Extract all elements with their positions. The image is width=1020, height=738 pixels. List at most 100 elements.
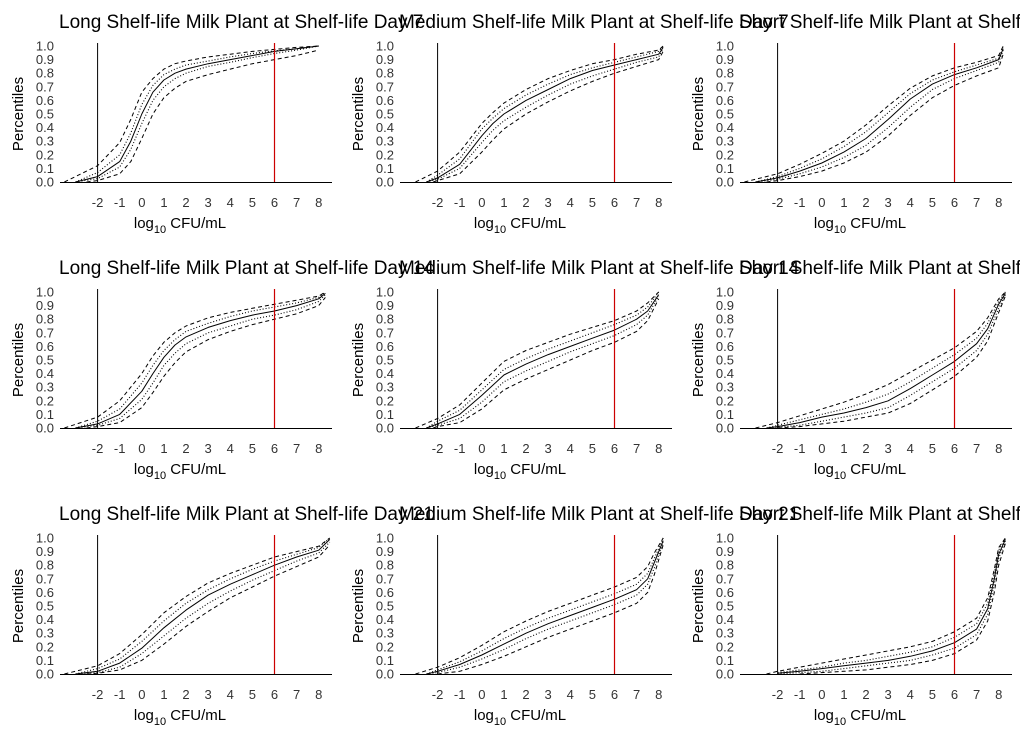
y-tick-label: 0.6 bbox=[716, 585, 734, 600]
y-tick-label: 0.6 bbox=[716, 339, 734, 354]
y-tick-label: 0.6 bbox=[376, 585, 394, 600]
series-dashed-5 bbox=[777, 295, 1006, 429]
x-tick-label: 4 bbox=[567, 687, 574, 702]
x-tick-label: 1 bbox=[840, 195, 847, 210]
y-tick-label: 0.7 bbox=[376, 79, 394, 94]
x-tick-label: 5 bbox=[249, 441, 256, 456]
series-dotted-2 bbox=[75, 291, 326, 429]
x-tick-label: -2 bbox=[772, 441, 784, 456]
x-tick-label: 8 bbox=[995, 195, 1002, 210]
x-tick-label: 8 bbox=[315, 687, 322, 702]
x-tick-label: 5 bbox=[929, 441, 936, 456]
y-tick-label: 0.7 bbox=[716, 325, 734, 340]
series-dashed-4 bbox=[766, 537, 1006, 675]
y-tick-label: 0.9 bbox=[716, 298, 734, 313]
y-tick-label: 0.8 bbox=[716, 312, 734, 327]
y-tick-label: 0.0 bbox=[36, 175, 54, 190]
y-tick-label: 1.0 bbox=[376, 39, 394, 54]
x-tick-label: 2 bbox=[522, 687, 529, 702]
x-tick-label: 4 bbox=[227, 687, 234, 702]
x-tick-label: 4 bbox=[907, 195, 914, 210]
series-dotted-3 bbox=[426, 295, 660, 429]
y-tick-label: 0.2 bbox=[376, 147, 394, 162]
y-axis-label: Percentiles bbox=[690, 77, 707, 151]
x-tick-label: 3 bbox=[885, 195, 892, 210]
x-tick-label: 2 bbox=[862, 687, 869, 702]
x-tick-label: 5 bbox=[249, 195, 256, 210]
y-tick-label: 1.0 bbox=[716, 285, 734, 300]
y-tick-label: 1.0 bbox=[36, 39, 54, 54]
y-tick-label: 0.5 bbox=[36, 353, 54, 368]
y-tick-label: 0.4 bbox=[36, 366, 54, 381]
panel-title: Short Shelf-life Milk Plant at Shelf-lif… bbox=[739, 258, 1020, 279]
panel-8: Medium Shelf-life Milk Plant at Shelf-li… bbox=[350, 504, 799, 728]
series-solid-1 bbox=[426, 294, 660, 429]
series-dotted-2 bbox=[755, 47, 1004, 183]
x-tick-label: 7 bbox=[293, 441, 300, 456]
y-tick-label: 0.3 bbox=[376, 380, 394, 395]
y-tick-label: 0.5 bbox=[716, 353, 734, 368]
series-dashed-5 bbox=[766, 54, 1004, 183]
x-tick-label: 6 bbox=[951, 195, 958, 210]
y-tick-label: 0.7 bbox=[36, 79, 54, 94]
x-tick-label: 6 bbox=[951, 687, 958, 702]
series-dotted-2 bbox=[777, 537, 1006, 674]
panel-title: Medium Shelf-life Milk Plant at Shelf-li… bbox=[399, 258, 800, 279]
x-tick-label: 5 bbox=[929, 195, 936, 210]
x-tick-label: 5 bbox=[249, 687, 256, 702]
y-tick-label: 0.4 bbox=[376, 120, 394, 135]
series-dashed-5 bbox=[799, 543, 1006, 675]
y-tick-label: 0.2 bbox=[716, 639, 734, 654]
y-tick-label: 0.0 bbox=[36, 667, 54, 682]
y-tick-label: 0.2 bbox=[376, 393, 394, 408]
series-dotted-2 bbox=[426, 291, 660, 429]
y-tick-label: 0.0 bbox=[376, 421, 394, 436]
series-solid-1 bbox=[75, 45, 319, 183]
x-tick-label: -1 bbox=[114, 441, 126, 456]
y-tick-label: 0.9 bbox=[36, 544, 54, 559]
x-tick-label: 6 bbox=[951, 441, 958, 456]
y-tick-label: 0.7 bbox=[716, 79, 734, 94]
y-tick-label: 0.9 bbox=[376, 298, 394, 313]
x-tick-label: 1 bbox=[160, 687, 167, 702]
y-tick-label: 0.0 bbox=[716, 421, 734, 436]
y-tick-label: 0.1 bbox=[36, 407, 54, 422]
x-tick-label: 2 bbox=[862, 195, 869, 210]
y-tick-label: 0.7 bbox=[716, 571, 734, 586]
panel-5: Medium Shelf-life Milk Plant at Shelf-li… bbox=[350, 258, 800, 482]
y-tick-label: 0.2 bbox=[36, 393, 54, 408]
series-dashed-5 bbox=[437, 544, 664, 675]
x-tick-label: 1 bbox=[500, 441, 507, 456]
series-solid-1 bbox=[426, 47, 664, 183]
series-dashed-4 bbox=[415, 291, 660, 429]
series-dashed-4 bbox=[415, 45, 664, 183]
x-axis-label: log10 CFU/mL bbox=[814, 215, 906, 236]
x-tick-label: 6 bbox=[271, 195, 278, 210]
x-tick-label: 2 bbox=[182, 441, 189, 456]
series-dotted-3 bbox=[426, 48, 664, 183]
y-tick-label: 0.9 bbox=[36, 298, 54, 313]
y-tick-label: 0.1 bbox=[716, 653, 734, 668]
x-axis-label: log10 CFU/mL bbox=[134, 707, 226, 728]
y-tick-label: 0.3 bbox=[36, 134, 54, 149]
series-solid-1 bbox=[777, 539, 1006, 674]
series-solid-1 bbox=[755, 48, 1004, 183]
y-tick-label: 0.5 bbox=[376, 353, 394, 368]
x-tick-label: 2 bbox=[522, 195, 529, 210]
x-tick-label: 0 bbox=[818, 687, 825, 702]
x-tick-label: -2 bbox=[772, 195, 784, 210]
panel-title: Long Shelf-life Milk Plant at Shelf-life… bbox=[59, 12, 423, 33]
x-tick-label: 3 bbox=[205, 687, 212, 702]
x-tick-label: 4 bbox=[907, 441, 914, 456]
x-tick-label: 6 bbox=[611, 687, 618, 702]
y-tick-label: 0.7 bbox=[376, 571, 394, 586]
series-dotted-3 bbox=[75, 541, 331, 675]
x-tick-label: 2 bbox=[182, 687, 189, 702]
y-tick-label: 0.6 bbox=[36, 339, 54, 354]
x-axis-label: log10 CFU/mL bbox=[134, 461, 226, 482]
y-axis-label: Percentiles bbox=[690, 323, 707, 397]
y-tick-label: 0.6 bbox=[716, 93, 734, 108]
series-dotted-3 bbox=[777, 540, 1006, 675]
x-tick-label: -2 bbox=[772, 687, 784, 702]
x-tick-label: 7 bbox=[973, 687, 980, 702]
